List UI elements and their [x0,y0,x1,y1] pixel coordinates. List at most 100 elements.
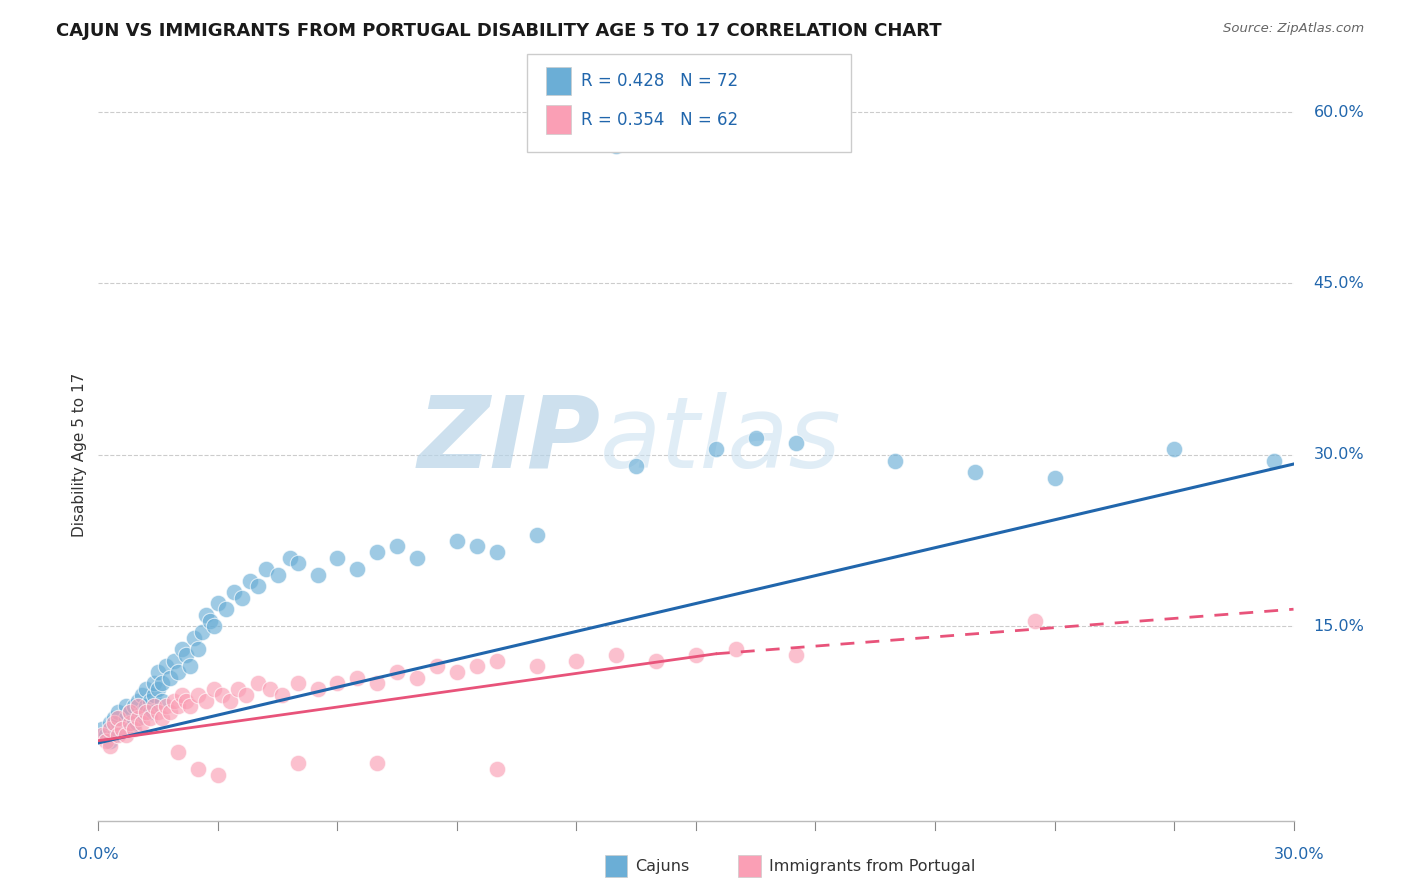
Point [174,693,197,707]
Point [107,728,129,742]
Point [179,659,201,673]
Text: Cajuns: Cajuns [636,859,690,873]
Point [239,574,262,588]
Point [172,642,194,657]
Point [96,728,118,742]
Point [194,607,218,622]
Point [307,568,329,582]
Point [167,745,190,759]
Point [124,716,146,731]
Point [485,654,508,668]
Point [91,723,114,737]
Text: 30.0%: 30.0% [1274,847,1324,862]
Point [202,682,225,697]
Point [246,676,269,690]
Point [98,739,122,754]
Point [385,539,409,553]
Point [307,682,329,697]
Point [115,728,138,742]
Text: 0.0%: 0.0% [79,847,118,862]
Point [704,442,727,457]
Point [115,711,138,725]
Point [148,682,170,697]
Text: atlas: atlas [600,392,842,489]
Point [159,671,181,685]
Point [148,705,170,719]
Point [139,705,162,719]
Point [426,659,449,673]
Text: R = 0.428   N = 72: R = 0.428 N = 72 [581,72,738,90]
Point [155,699,177,714]
Point [605,648,627,662]
Point [91,728,114,742]
Point [163,693,186,707]
Point [246,579,269,593]
Point [150,711,173,725]
Point [115,699,138,714]
Point [159,705,181,719]
Point [127,699,149,714]
Point [172,688,194,702]
Point [127,693,149,707]
Point [326,676,349,690]
Point [139,711,162,725]
Point [884,453,907,467]
Point [267,568,290,582]
Point [231,591,253,605]
Point [120,705,142,719]
Point [526,659,548,673]
Point [143,699,166,714]
Point [183,631,205,645]
Text: 15.0%: 15.0% [1313,619,1364,634]
Point [163,654,186,668]
Point [103,711,125,725]
Point [406,671,429,685]
Point [179,699,201,714]
Point [645,654,668,668]
Point [1024,614,1046,628]
Point [211,688,233,702]
Point [139,693,162,707]
Point [1043,471,1066,485]
Point [366,545,388,559]
Point [1263,453,1285,467]
Point [406,550,429,565]
Point [724,642,747,657]
Point [270,688,292,702]
Point [98,716,122,731]
Point [624,459,647,474]
Point [111,723,134,737]
Point [96,733,118,747]
Point [191,625,214,640]
Point [446,665,468,679]
Point [565,654,588,668]
Point [103,728,125,742]
Point [685,648,707,662]
Point [226,682,249,697]
Point [1163,442,1185,457]
Point [254,562,277,576]
Point [202,619,225,633]
Point [111,723,134,737]
Point [194,693,218,707]
Point [150,676,173,690]
Point [198,614,221,628]
Point [605,139,627,153]
Point [98,723,122,737]
Point [103,716,125,731]
Point [107,705,129,719]
Point [120,723,142,737]
Point [385,665,409,679]
Point [287,756,309,771]
Point [366,676,388,690]
Point [143,676,166,690]
Point [155,659,177,673]
Text: CAJUN VS IMMIGRANTS FROM PORTUGAL DISABILITY AGE 5 TO 17 CORRELATION CHART: CAJUN VS IMMIGRANTS FROM PORTUGAL DISABI… [56,22,942,40]
Point [446,533,468,548]
Point [135,705,157,719]
Point [131,705,153,719]
Point [187,688,209,702]
Point [131,688,153,702]
Point [124,699,146,714]
Point [135,682,157,697]
